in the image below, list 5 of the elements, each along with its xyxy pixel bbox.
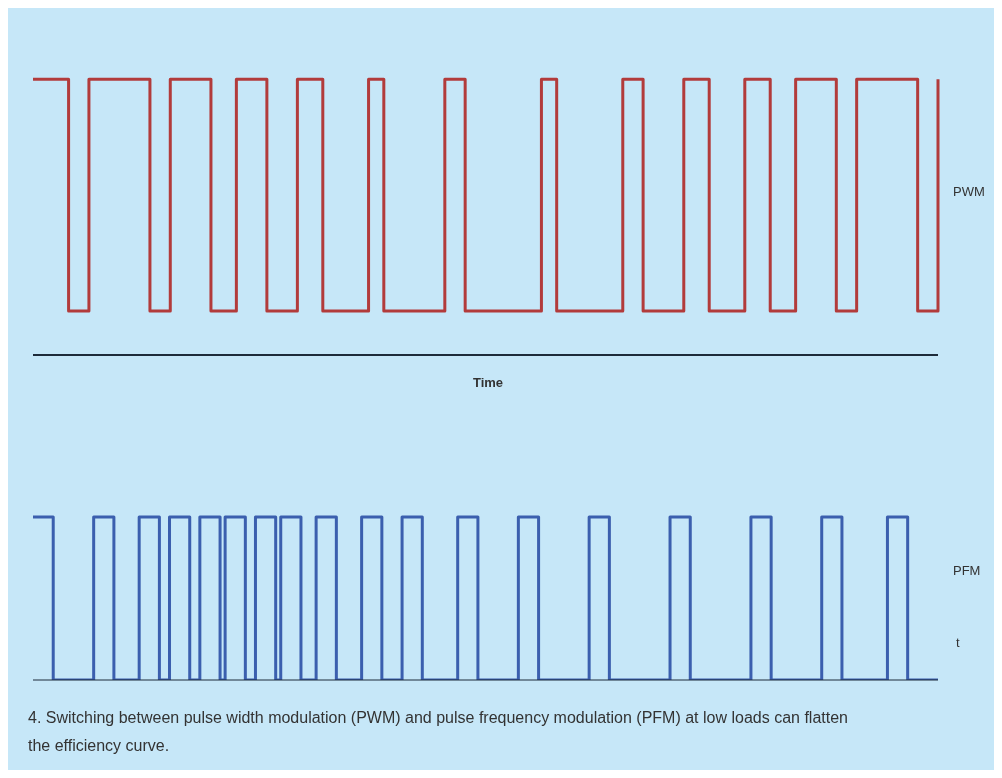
text: t <box>956 635 960 651</box>
series-label: PWM <box>953 183 985 199</box>
text: 4. Switching between pulse width modulation (PWM) and pulse frequency modulation (PFM) at low loads can flatten the efficiency curve. <box>28 708 848 756</box>
text: PFM <box>953 563 981 579</box>
x-axis-title: Time <box>471 375 505 390</box>
